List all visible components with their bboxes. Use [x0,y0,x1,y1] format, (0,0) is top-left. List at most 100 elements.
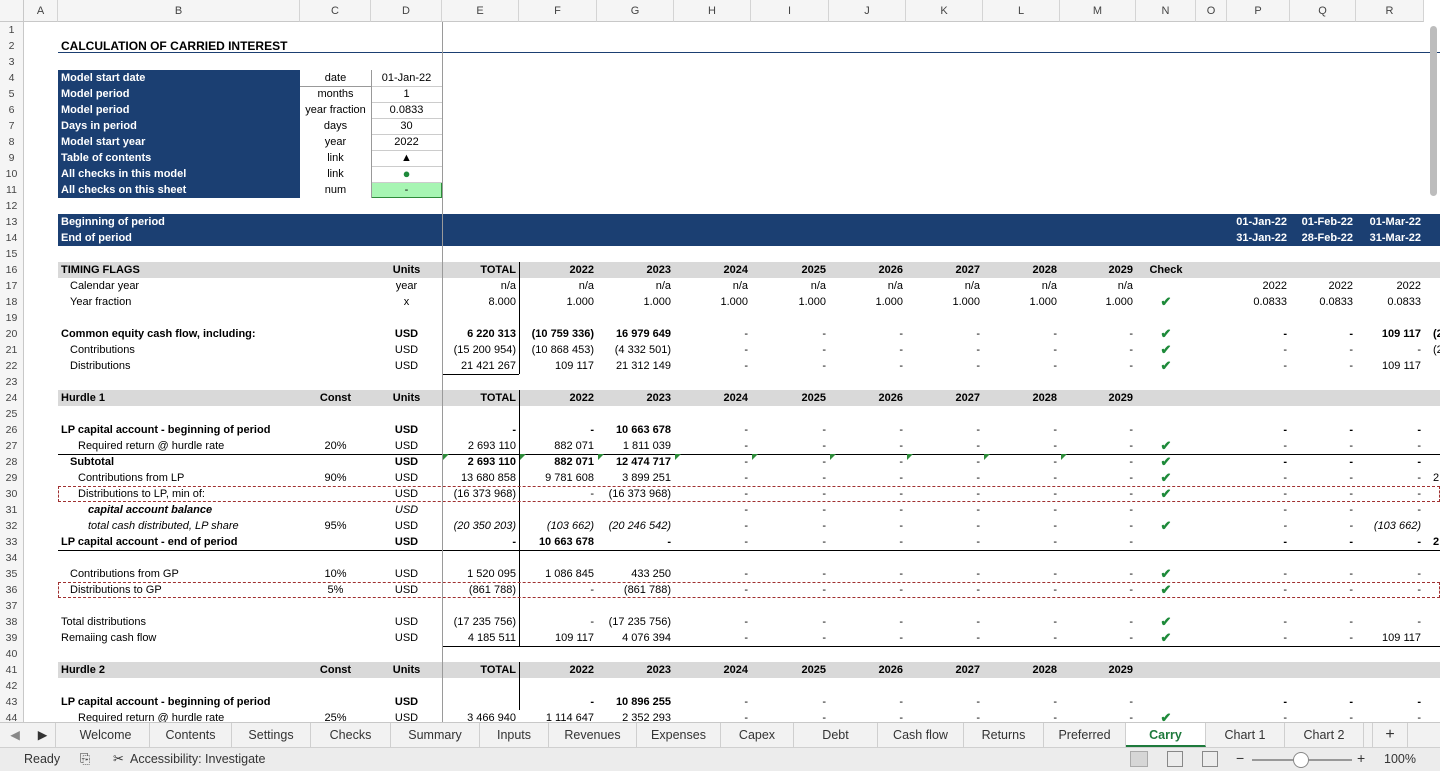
total-value[interactable]: (20 350 203) [453,520,516,532]
units-value[interactable]: USD [394,520,419,532]
row-header-42[interactable]: 42 [0,678,24,694]
input-label[interactable]: All checks in this model [61,168,187,180]
input-unit[interactable]: date [324,72,347,84]
period-value[interactable]: - [1417,424,1421,436]
column-header-g[interactable]: G [597,0,674,22]
year-value[interactable]: - [1053,504,1057,516]
period-value[interactable]: - [1283,488,1287,500]
year-value[interactable]: - [1129,504,1133,516]
period-value[interactable]: 0.0833 [1253,296,1287,308]
error-indicator-icon[interactable] [1061,454,1067,460]
page-layout-view-icon[interactable] [1167,751,1183,767]
sheet-tab-capex[interactable]: Capex [721,723,794,747]
check-mark-icon[interactable]: ✔ [1160,566,1172,581]
row-header-12[interactable]: 12 [0,198,24,214]
const-header[interactable]: Const [319,392,352,404]
input-label[interactable]: Model start date [61,72,146,84]
column-header-o[interactable]: O [1196,0,1227,22]
year-value[interactable]: - [899,536,903,548]
period-value[interactable]: - [1417,488,1421,500]
units-value[interactable]: USD [394,632,419,644]
column-header-e[interactable]: E [442,0,519,22]
period-value[interactable]: 109 117 [1382,632,1421,644]
year-value[interactable]: 1 811 039 [622,440,671,452]
period-value[interactable]: - [1417,472,1421,484]
input-unit[interactable]: year fraction [305,104,366,116]
year-value[interactable]: - [1053,632,1057,644]
const-value[interactable] [300,694,371,710]
year-value[interactable]: - [590,616,594,628]
error-indicator-icon[interactable] [984,454,990,460]
row-header-37[interactable]: 37 [0,598,24,614]
year-value[interactable]: n/a [964,280,980,292]
period-value[interactable]: - [1283,504,1287,516]
const-header[interactable]: Const [319,664,352,676]
year-value[interactable]: (16 373 968) [608,488,671,500]
row-header-23[interactable]: 23 [0,374,24,390]
year-value[interactable]: - [976,584,980,596]
year-value[interactable]: - [976,472,980,484]
year-value[interactable]: (20 246 542) [608,520,671,532]
year-value[interactable]: - [822,424,826,436]
row-header-19[interactable]: 19 [0,310,24,326]
year-value[interactable]: - [1129,472,1133,484]
year-value[interactable]: 1.000 [720,296,748,308]
year-value[interactable]: n/a [887,280,903,292]
year-value[interactable]: - [822,504,826,516]
check-mark-icon[interactable] [1136,694,1196,710]
column-header-h[interactable]: H [674,0,751,22]
check-mark-icon[interactable]: ✔ [1160,438,1172,453]
row-header-44[interactable]: 44 [0,710,24,722]
year-value[interactable]: - [1129,712,1133,722]
column-header-n[interactable]: N [1136,0,1196,22]
row-header-18[interactable]: 18 [0,294,24,310]
year-header[interactable]: 2022 [569,264,594,276]
period-value[interactable]: - [1349,424,1353,436]
row-header-5[interactable]: 5 [0,86,24,102]
row-label[interactable]: LP capital account - beginning of period [61,424,271,436]
year-value[interactable]: - [1053,520,1057,532]
year-value[interactable]: - [976,424,980,436]
check-mark-icon[interactable]: ✔ [1160,630,1172,645]
spreadsheet-grid[interactable]: A B C D E F G H I J K L M N O P Q R 1 2 3 4 5 6 7 8 9 10 11 12 13 14 15 1… [0,0,1440,722]
year-value[interactable]: - [1053,712,1057,722]
year-value[interactable]: 1.000 [1105,296,1133,308]
error-indicator-icon[interactable] [752,454,758,460]
year-value[interactable] [519,502,597,518]
input-label[interactable]: Table of contents [61,152,152,164]
error-indicator-icon[interactable] [520,454,526,460]
period-value[interactable]: - [1283,456,1287,468]
section-title[interactable]: TIMING FLAGS [61,264,140,276]
total-value[interactable]: 1 520 095 [467,568,516,580]
year-value[interactable]: - [1129,536,1133,548]
year-header[interactable]: 2023 [646,664,671,676]
row-header-16[interactable]: 16 [0,262,24,278]
year-header[interactable]: 2025 [801,264,826,276]
year-value[interactable]: - [899,520,903,532]
sheet-tab-chart-1[interactable]: Chart 1 [1206,723,1285,747]
total-value[interactable]: 3 466 940 [467,712,516,722]
total-value[interactable]: 8.000 [488,296,516,308]
accessibility-status[interactable]: Accessibility: Investigate [130,752,266,766]
input-value[interactable]: 2022 [394,136,419,148]
period-value[interactable]: - [1417,568,1421,580]
year-value[interactable]: n/a [810,280,826,292]
check-mark-icon[interactable] [1136,422,1196,438]
year-value[interactable]: - [744,328,748,340]
zoom-out-icon[interactable]: − [1236,750,1245,766]
total-value[interactable]: 4 185 511 [467,632,516,644]
year-value[interactable]: - [1053,696,1057,708]
check-mark-icon[interactable]: ✔ [1160,582,1172,597]
year-value[interactable]: n/a [1117,280,1133,292]
normal-view-icon[interactable] [1130,751,1148,767]
year-value[interactable]: - [590,696,594,708]
year-header[interactable]: 2024 [723,392,748,404]
section-title[interactable]: Hurdle 2 [61,664,106,676]
row-header-13[interactable]: 13 [0,214,24,230]
row-label[interactable]: LP capital account - beginning of period [61,696,271,708]
year-header[interactable]: 2029 [1108,264,1133,276]
row-header-31[interactable]: 31 [0,502,24,518]
next-sheet-arrow-icon[interactable]: ▶ [30,723,56,747]
input-value[interactable]: 30 [400,120,413,132]
total-header[interactable]: TOTAL [480,264,516,276]
